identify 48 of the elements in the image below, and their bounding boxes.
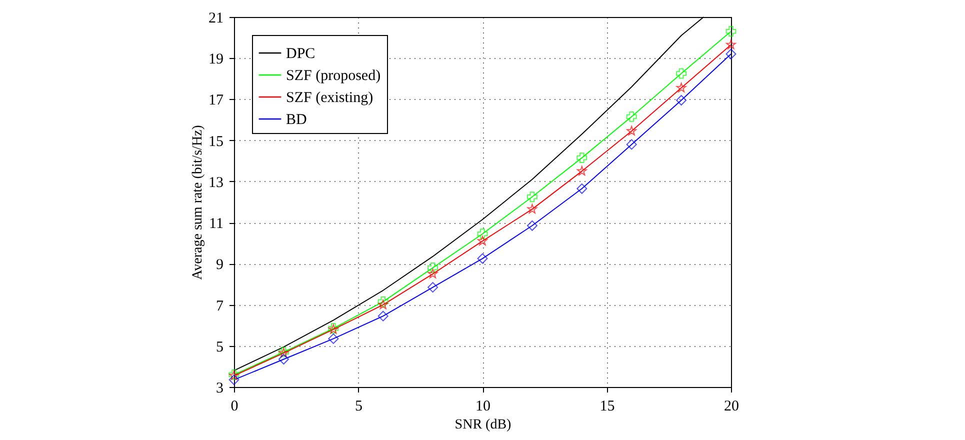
- point: [676, 82, 686, 92]
- point: [526, 220, 538, 231]
- point: [378, 296, 388, 307]
- x-axis-title: SNR (dB): [454, 418, 512, 432]
- x-tick-label: 0: [230, 398, 238, 414]
- point: [626, 126, 637, 136]
- point: [527, 204, 538, 214]
- point: [626, 111, 637, 122]
- point: [576, 166, 587, 176]
- point: [526, 192, 538, 202]
- x-tick-label: 15: [600, 398, 615, 414]
- legend-label: DPC: [286, 46, 316, 62]
- point: [676, 68, 687, 79]
- y-tick-label: 5: [216, 339, 224, 356]
- legend-label: BD: [286, 112, 308, 128]
- point: [726, 26, 736, 37]
- legend-label: SZF (existing): [286, 90, 374, 106]
- y-tick-label: 15: [208, 134, 224, 150]
- y-tick-label: 13: [208, 174, 224, 191]
- point: [428, 268, 438, 278]
- y-tick-label: 11: [209, 216, 224, 232]
- x-tick-label: 5: [355, 398, 362, 414]
- point: [328, 333, 339, 344]
- point: [228, 374, 240, 386]
- point: [576, 152, 588, 164]
- point: [676, 95, 687, 106]
- point: [576, 183, 588, 194]
- point: [477, 228, 488, 240]
- legend-label: SZF (proposed): [286, 68, 381, 84]
- y-tick-label: 21: [208, 10, 224, 26]
- point: [477, 253, 488, 264]
- point: [726, 48, 736, 60]
- y-axis-title: Average sum rate (bit/s/Hz): [190, 124, 206, 280]
- point: [428, 282, 438, 293]
- point: [278, 354, 289, 364]
- y-tick-label: 3: [216, 380, 224, 396]
- y-tick-label: 19: [208, 52, 224, 68]
- y-tick-label: 9: [216, 257, 224, 274]
- point: [378, 310, 388, 322]
- point: [726, 40, 736, 50]
- x-tick-label: 20: [724, 398, 739, 414]
- y-tick-label: 17: [208, 92, 224, 109]
- point: [477, 236, 488, 246]
- x-tick-label: 10: [476, 398, 490, 414]
- point: [378, 300, 388, 310]
- y-tick-label: 7: [216, 298, 224, 314]
- point: [626, 139, 637, 150]
- point: [428, 262, 438, 274]
